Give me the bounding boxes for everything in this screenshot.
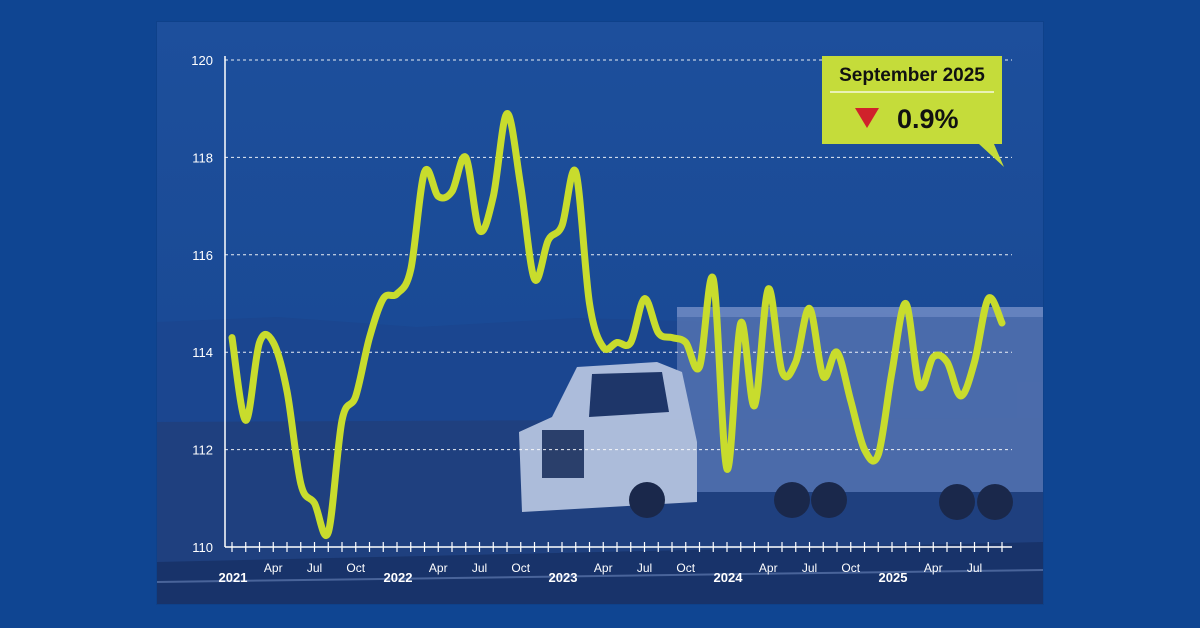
series-group — [228, 110, 1006, 539]
x-tick-year-label: 2024 — [714, 570, 744, 585]
y-axis-ticks: 110 112 114 116 118 120 — [191, 53, 213, 555]
truck-windshield — [589, 372, 669, 417]
x-tick-month-label: Jul — [637, 561, 652, 575]
callout-value: 0.9% — [897, 104, 959, 134]
x-tick-year-label: 2025 — [879, 570, 908, 585]
x-tick-year-label: 2023 — [549, 570, 578, 585]
x-axis-ticks: 2021 Apr Jul Oct 2022 Apr Jul Oct 2023 Apr Jul Oct 2… — [219, 542, 1003, 585]
y-tick-label: 110 — [192, 540, 213, 555]
x-tick-month-label: Apr — [264, 561, 283, 575]
truck-wheel — [629, 482, 665, 518]
line-chart: 110 112 114 116 118 120 2021 Apr Jul Oct 2022 Apr J… — [157, 22, 1043, 604]
x-tick-month-label: Oct — [841, 561, 860, 575]
truck-wheel — [774, 482, 810, 518]
series-line — [228, 110, 1006, 539]
x-tick-month-label: Apr — [429, 561, 448, 575]
y-tick-label: 112 — [192, 443, 213, 458]
x-tick-month-label: Oct — [511, 561, 530, 575]
x-tick-month-label: Jul — [307, 561, 322, 575]
x-tick-month-label: Apr — [924, 561, 943, 575]
y-tick-label: 120 — [191, 53, 213, 68]
x-tick-month-label: Oct — [676, 561, 695, 575]
x-tick-year-label: 2021 — [219, 570, 248, 585]
truck-wheel — [977, 484, 1013, 520]
down-arrow-icon — [855, 108, 879, 128]
callout-title: September 2025 — [839, 65, 985, 86]
x-tick-month-label: Apr — [759, 561, 778, 575]
truck-wheel — [939, 484, 975, 520]
trailer-roof — [677, 307, 1043, 317]
callout-background — [822, 56, 1004, 167]
y-tick-label: 114 — [192, 345, 213, 360]
chart-card: 110 112 114 116 118 120 2021 Apr Jul Oct 2022 Apr J… — [157, 22, 1043, 604]
x-tick-month-label: Jul — [472, 561, 487, 575]
truck-grille — [542, 430, 584, 478]
x-tick-year-label: 2022 — [384, 570, 413, 585]
x-tick-month-label: Jul — [802, 561, 817, 575]
y-tick-label: 116 — [192, 248, 213, 263]
x-tick-month-label: Oct — [346, 561, 365, 575]
road-line — [157, 569, 1043, 583]
x-tick-month-label: Jul — [967, 561, 982, 575]
callout-box: September 2025 0.9% — [822, 56, 1004, 167]
truck-wheel — [811, 482, 847, 518]
road-surface — [157, 542, 1043, 604]
x-tick-month-label: Apr — [594, 561, 613, 575]
y-tick-label: 118 — [192, 150, 213, 165]
